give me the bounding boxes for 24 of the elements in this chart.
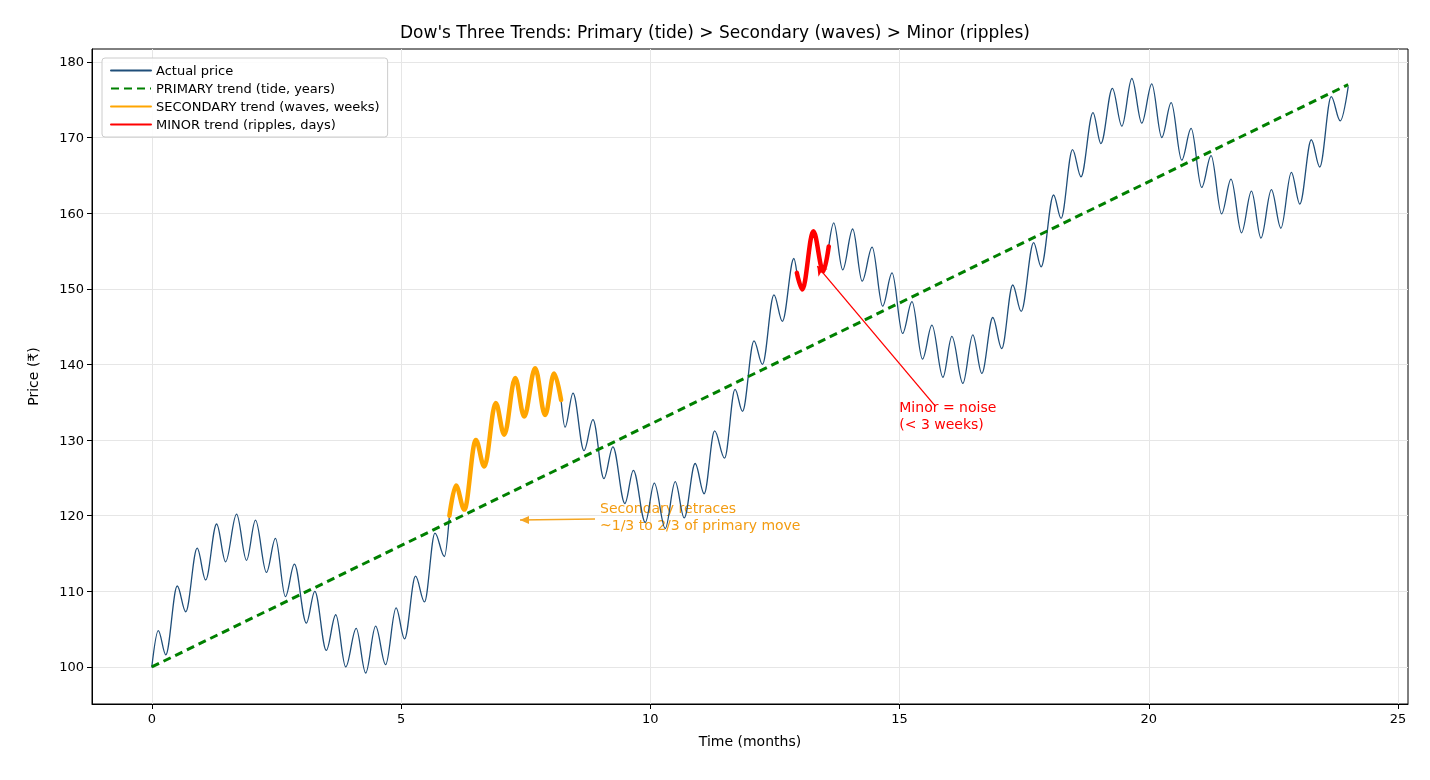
x-tick-label: 0 (147, 711, 156, 726)
y-tick-label: 170 (59, 129, 84, 145)
legend-label: SECONDARY trend (waves, weeks) (156, 99, 380, 114)
legend-label: PRIMARY trend (tide, years) (156, 81, 336, 96)
y-tick-label: 130 (59, 432, 84, 448)
x-tick-label: 20 (1140, 711, 1158, 726)
y-axis-title: Price (₹) (25, 347, 41, 406)
y-tick-label: 120 (59, 508, 84, 524)
x-tick-label: 15 (891, 711, 908, 726)
y-tick-label: 160 (59, 205, 84, 221)
y-tick-label: 110 (59, 583, 84, 599)
y-tick-label: 140 (59, 356, 84, 372)
x-tick-label: 10 (642, 711, 659, 726)
y-tick-label: 150 (59, 281, 84, 297)
legend-label: MINOR trend (ripples, days) (156, 117, 336, 132)
x-axis-title: Time (months) (697, 733, 802, 749)
x-tick-label: 5 (396, 711, 406, 726)
y-tick-label: 180 (59, 54, 84, 70)
legend-label: Actual price (156, 63, 234, 78)
line-series (447, 365, 564, 518)
y-tick-label: 100 (59, 659, 84, 675)
chart-title: Dow's Three Trends: Primary (tide) > Secondary (waves) > Minor (ripples) (400, 21, 1030, 42)
x-tick-label: 25 (1389, 711, 1407, 726)
annotation: Minor = noise (< 3 weeks) (899, 398, 997, 432)
